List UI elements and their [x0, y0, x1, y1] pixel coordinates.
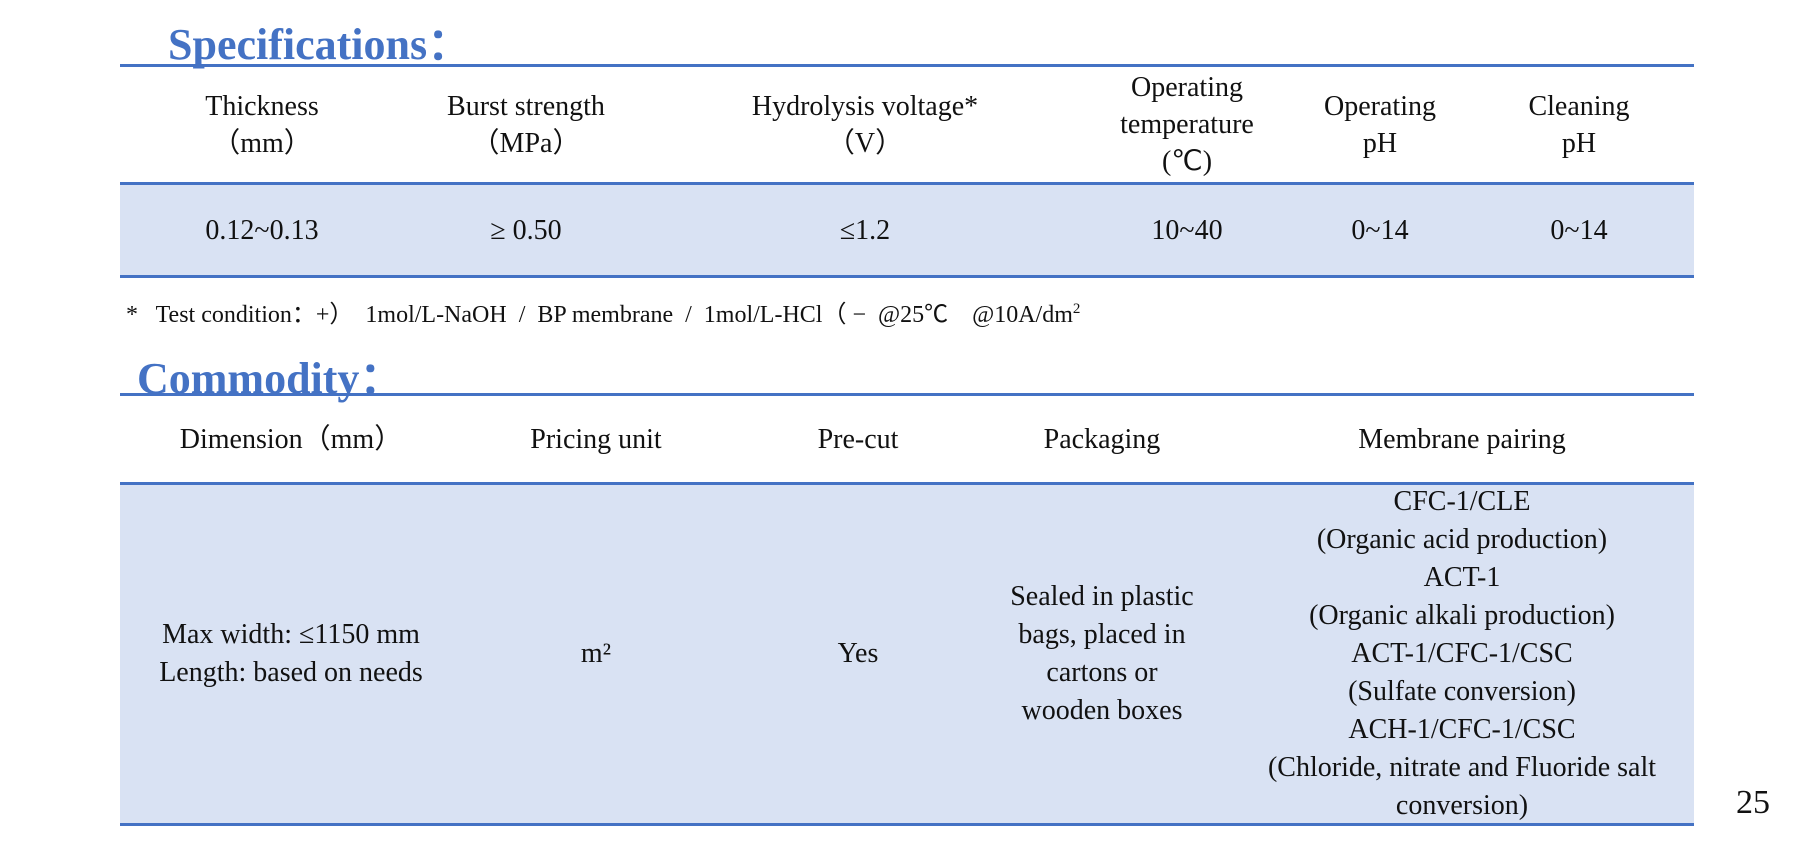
cell-line: Membrane pairing — [1358, 423, 1566, 455]
cell-line: Thickness — [205, 90, 319, 122]
cell-line: ≤1.2 — [839, 214, 891, 246]
table-cell: Max width: ≤1150 mm Length: based on need… — [126, 485, 456, 823]
table-cell: 0~14 — [1290, 185, 1470, 275]
cell-line: ≥ 0.50 — [490, 214, 562, 246]
cell-line: Burst strength — [447, 90, 605, 122]
cell-line: （mm） — [212, 127, 312, 159]
cell-line: pH — [1561, 127, 1597, 159]
table-cell: Membrane pairing — [1252, 396, 1672, 482]
table-cell: Yes — [758, 485, 958, 823]
cell-line: ACT-1/CFC-1/CSC — [1351, 638, 1573, 669]
cell-line: bags, placed in — [1018, 619, 1186, 650]
cell-line: （MPa） — [471, 127, 581, 159]
rule — [120, 823, 1694, 826]
cell-line: Length: based on needs — [159, 657, 423, 688]
table-cell: Pricing unit — [471, 396, 721, 482]
page-number: 25 — [1736, 784, 1770, 821]
cell-line: 0.12~0.13 — [205, 214, 319, 246]
table-cell: ≥ 0.50 — [396, 185, 656, 275]
cell-line: Dimension（mm） — [179, 423, 403, 455]
cell-line: Cleaning — [1528, 90, 1630, 122]
rule — [120, 393, 1694, 396]
table-cell: 10~40 — [1087, 185, 1287, 275]
cell-line: Packaging — [1043, 423, 1161, 455]
cell-line: Pre-cut — [817, 423, 899, 455]
cell-line: (℃) — [1161, 146, 1213, 177]
table-cell: Packaging — [987, 396, 1217, 482]
cell-line: Hydrolysis voltage* — [751, 90, 979, 122]
table-cell: m² — [471, 485, 721, 823]
cell-line: ACT-1 — [1423, 562, 1501, 593]
cell-line: 0~14 — [1351, 214, 1409, 246]
rule — [120, 482, 1694, 485]
footnote: * Test condition：+） 1mol/L-NaOH / BP mem… — [126, 294, 1080, 329]
table-cell: Pre-cut — [758, 396, 958, 482]
table-cell: 0.12~0.13 — [137, 185, 387, 275]
section-title: Specifications： — [168, 20, 472, 69]
cell-line: pH — [1362, 127, 1398, 159]
row-background — [120, 183, 1694, 276]
cell-line: wooden boxes — [1021, 695, 1183, 726]
cell-line: Operating — [1131, 72, 1243, 103]
cell-line: Yes — [837, 638, 879, 669]
cell-line: CFC-1/CLE — [1393, 486, 1531, 517]
cell-line: Pricing unit — [530, 423, 662, 455]
table-cell: 0~14 — [1479, 185, 1679, 275]
table-cell: Hydrolysis voltage* （V） — [695, 67, 1035, 182]
rule — [120, 275, 1694, 278]
cell-line: m² — [580, 638, 612, 669]
cell-line: Sealed in plastic — [1010, 581, 1194, 612]
table-cell: Cleaning pH — [1479, 67, 1679, 182]
cell-line: (Sulfate conversion) — [1348, 676, 1576, 707]
cell-line: 10~40 — [1151, 214, 1223, 246]
cell-line: (Organic acid production) — [1316, 524, 1608, 555]
cell-line: temperature — [1120, 109, 1254, 140]
cell-line: Operating — [1324, 90, 1436, 122]
table-cell: Sealed in plastic bags, placed in cartons … — [987, 485, 1217, 823]
table-cell: Operating pH — [1290, 67, 1470, 182]
table-cell: Operating temperature (℃) — [1087, 67, 1287, 182]
cell-line: Max width: ≤1150 mm — [162, 619, 420, 650]
table-cell: Burst strength （MPa） — [396, 67, 656, 182]
table-cell: CFC-1/CLE (Organic acid production) ACT-1 (… — [1252, 485, 1672, 823]
cell-line: cartons or — [1046, 657, 1158, 688]
table-cell: Dimension（mm） — [126, 396, 456, 482]
cell-line: (Organic alkali production) — [1309, 600, 1615, 631]
rule — [120, 64, 1694, 67]
cell-line: 0~14 — [1550, 214, 1608, 246]
rule — [120, 182, 1694, 185]
footnote-text: * Test condition：+） 1mol/L-NaOH / BP mem… — [126, 302, 1073, 328]
row-background — [120, 483, 1694, 824]
cell-line: (Chloride, nitrate and Fluoride salt con… — [1267, 752, 1657, 821]
footnote-superscript: 2 — [1072, 301, 1081, 317]
cell-line: （V） — [826, 127, 904, 159]
table-cell: ≤1.2 — [695, 185, 1035, 275]
cell-line: ACH-1/CFC-1/CSC — [1348, 714, 1576, 745]
table-cell: Thickness （mm） — [137, 67, 387, 182]
